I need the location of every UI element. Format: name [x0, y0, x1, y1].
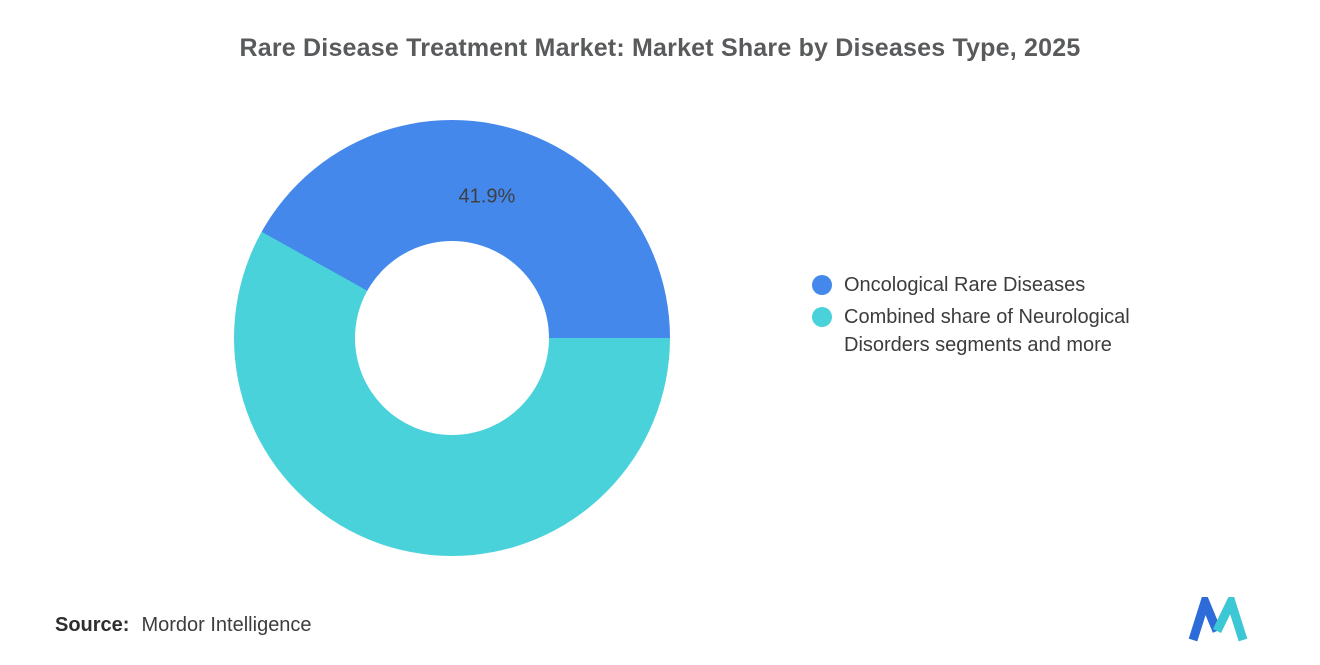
- source-label: Source:: [55, 614, 130, 636]
- legend-dot-blue-icon: [812, 275, 832, 295]
- mordor-intelligence-logo-icon: [1188, 597, 1248, 642]
- legend-label-oncological: Oncological Rare Diseases: [844, 274, 1086, 296]
- source-value: Mordor Intelligence: [141, 614, 312, 636]
- source-line: Source: Mordor Intelligence: [55, 614, 312, 637]
- legend-dot-teal-icon: [812, 307, 832, 327]
- donut-hole: [355, 241, 549, 435]
- legend-item-neurological: Combined share of Neurological Disorders…: [812, 303, 1192, 359]
- blue-slice-data-label: 41.9%: [458, 185, 516, 208]
- chart-title: Rare Disease Treatment Market: Market Sh…: [239, 34, 1081, 62]
- legend-label-neurological: Combined share of Neurological Disorders…: [844, 306, 1130, 356]
- donut-chart: 41.9%: [234, 120, 670, 556]
- legend-item-oncological: Oncological Rare Diseases: [812, 271, 1192, 299]
- legend: Oncological Rare Diseases Combined share…: [812, 271, 1192, 363]
